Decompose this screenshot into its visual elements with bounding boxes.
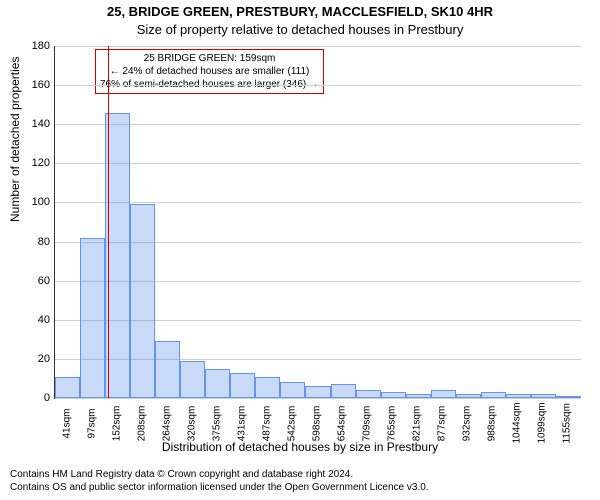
- x-tick-label: 1155sqm: [562, 404, 573, 444]
- x-tick-label: 877sqm: [437, 404, 448, 444]
- footer-line-2: Contains OS and public sector informatio…: [10, 481, 429, 494]
- histogram-bar: [381, 392, 406, 398]
- x-tick-label: 375sqm: [211, 404, 222, 444]
- x-tick-label: 41sqm: [61, 404, 72, 444]
- x-tick-label: 1099sqm: [537, 404, 548, 444]
- y-tick-label: 60: [14, 275, 50, 287]
- y-tick-label: 100: [14, 196, 50, 208]
- y-tick-label: 180: [14, 40, 50, 52]
- histogram-bar: [305, 386, 330, 398]
- x-tick-label: 97sqm: [86, 404, 97, 444]
- histogram-bar: [205, 369, 230, 398]
- x-tick-label: 208sqm: [136, 404, 147, 444]
- histogram-bar: [506, 394, 531, 398]
- gridline: [55, 85, 581, 86]
- y-tick-label: 0: [14, 392, 50, 404]
- histogram-bar: [230, 373, 255, 398]
- annot-line-2: ← 24% of detached houses are smaller (11…: [100, 65, 319, 78]
- x-tick-label: 988sqm: [487, 404, 498, 444]
- y-tick-label: 140: [14, 118, 50, 130]
- y-tick-label: 80: [14, 236, 50, 248]
- x-tick-label: 152sqm: [111, 404, 122, 444]
- gridline: [55, 163, 581, 164]
- histogram-bar: [356, 390, 381, 398]
- histogram-bar: [331, 384, 356, 398]
- histogram-bar: [481, 392, 506, 398]
- histogram-bar: [531, 394, 556, 398]
- gridline: [55, 398, 581, 399]
- histogram-bar: [431, 390, 456, 398]
- x-tick-label: 431sqm: [236, 404, 247, 444]
- footer-line-1: Contains HM Land Registry data © Crown c…: [10, 468, 429, 481]
- x-tick-label: 320sqm: [186, 404, 197, 444]
- x-tick-label: 821sqm: [412, 404, 423, 444]
- histogram-bar: [55, 377, 80, 399]
- histogram-bar: [456, 394, 481, 398]
- page-subtitle: Size of property relative to detached ho…: [0, 22, 600, 37]
- property-marker-line: [108, 46, 109, 398]
- x-tick-label: 765sqm: [387, 404, 398, 444]
- annot-line-1: 25 BRIDGE GREEN: 159sqm: [100, 52, 319, 65]
- x-tick-label: 487sqm: [261, 404, 272, 444]
- gridline: [55, 202, 581, 203]
- page-title: 25, BRIDGE GREEN, PRESTBURY, MACCLESFIEL…: [0, 4, 600, 19]
- x-tick-label: 709sqm: [362, 404, 373, 444]
- histogram-bar: [406, 394, 431, 398]
- x-tick-label: 542sqm: [286, 404, 297, 444]
- gridline: [55, 124, 581, 125]
- histogram-bar: [130, 204, 155, 398]
- y-tick-label: 40: [14, 314, 50, 326]
- x-tick-label: 598sqm: [312, 404, 323, 444]
- histogram-bar: [255, 377, 280, 399]
- x-tick-label: 264sqm: [161, 404, 172, 444]
- x-tick-label: 654sqm: [337, 404, 348, 444]
- x-tick-label: 1044sqm: [512, 404, 523, 444]
- histogram-bar: [80, 238, 105, 398]
- histogram-bar: [556, 396, 581, 398]
- footer-attribution: Contains HM Land Registry data © Crown c…: [10, 468, 429, 494]
- histogram-bar: [280, 382, 305, 398]
- chart-page: 25, BRIDGE GREEN, PRESTBURY, MACCLESFIEL…: [0, 0, 600, 500]
- gridline: [55, 46, 581, 47]
- marker-annotation: 25 BRIDGE GREEN: 159sqm ← 24% of detache…: [95, 49, 324, 94]
- x-tick-label: 932sqm: [462, 404, 473, 444]
- histogram-plot: 25 BRIDGE GREEN: 159sqm ← 24% of detache…: [54, 46, 581, 399]
- histogram-bar: [180, 361, 205, 398]
- y-tick-label: 20: [14, 353, 50, 365]
- y-tick-label: 120: [14, 157, 50, 169]
- histogram-bar: [155, 341, 180, 398]
- y-tick-label: 160: [14, 79, 50, 91]
